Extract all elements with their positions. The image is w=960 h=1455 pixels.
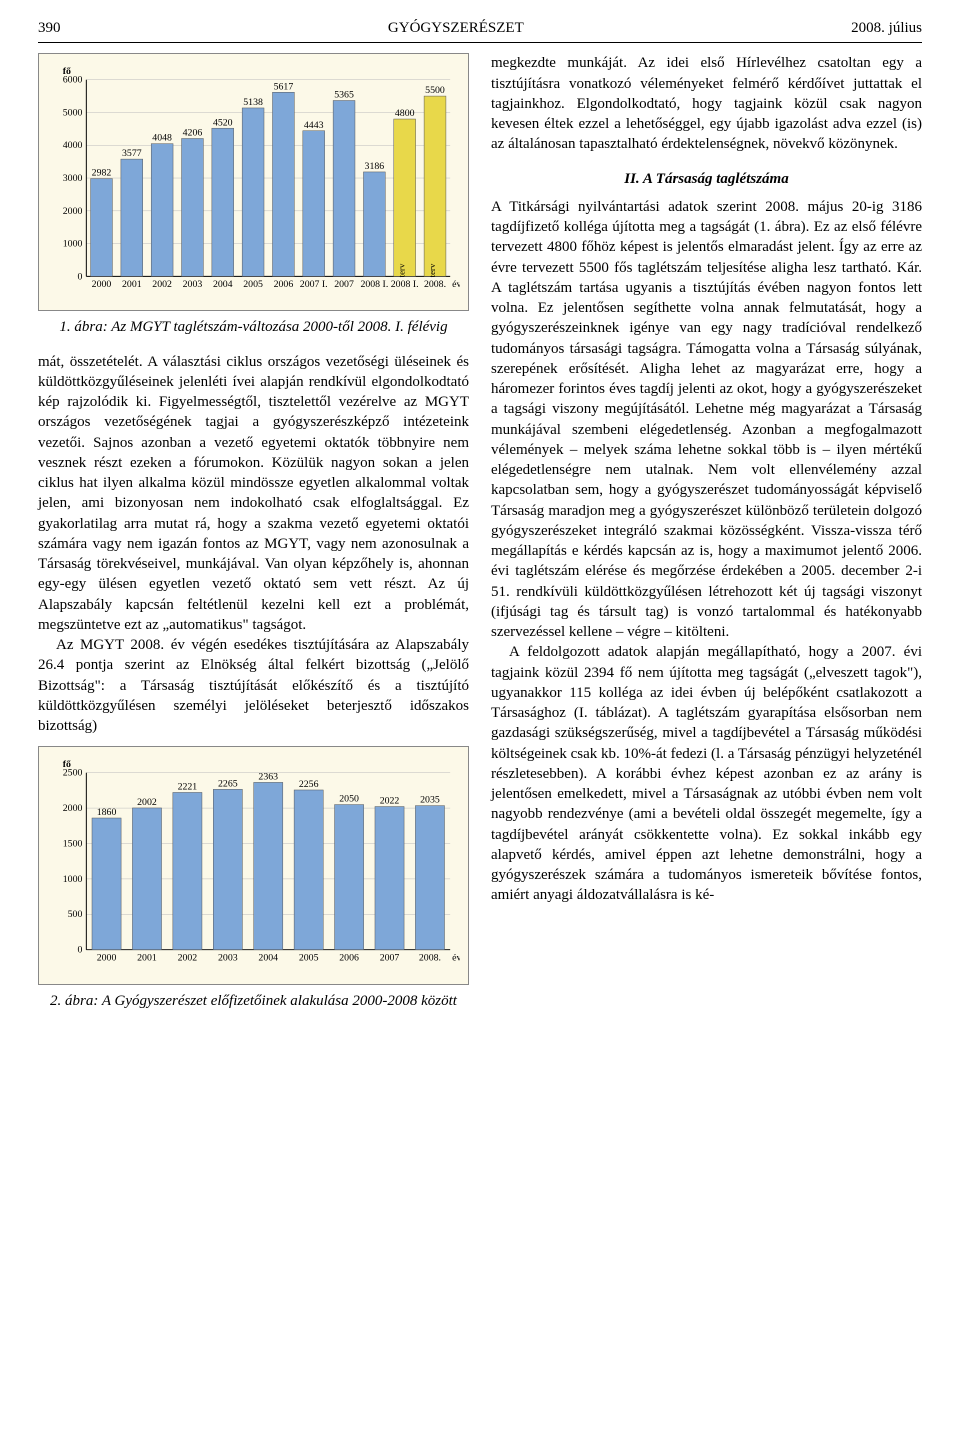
svg-text:5500: 5500 — [425, 85, 445, 96]
svg-text:2982: 2982 — [92, 168, 112, 179]
svg-text:2050: 2050 — [339, 794, 359, 805]
svg-text:2363: 2363 — [258, 772, 278, 783]
page-header: 390 GYÓGYSZERÉSZET 2008. július — [38, 18, 922, 43]
svg-text:6000: 6000 — [63, 75, 83, 86]
chart2-caption: 2. ábra: A Gyógyszerészet előfizetőinek … — [38, 991, 469, 1011]
svg-text:terv: terv — [397, 263, 407, 277]
svg-text:2001: 2001 — [122, 279, 142, 290]
right-paragraph-3: A feldolgozott adatok alapján megállapít… — [491, 642, 922, 905]
svg-text:3000: 3000 — [63, 173, 83, 184]
svg-text:2001: 2001 — [137, 953, 157, 964]
svg-text:2003: 2003 — [183, 279, 203, 290]
svg-text:2006: 2006 — [339, 953, 359, 964]
svg-text:2000: 2000 — [63, 803, 83, 814]
svg-text:2221: 2221 — [178, 782, 198, 793]
svg-text:5138: 5138 — [243, 97, 263, 108]
left-column: fő01000200030004000500060002982200035772… — [38, 53, 469, 1025]
section-title-2: II. A Társaság taglétszáma — [491, 169, 922, 189]
svg-text:1500: 1500 — [63, 839, 83, 850]
svg-text:2500: 2500 — [63, 768, 83, 779]
chart2-frame: fő05001000150020002500186020002002200122… — [38, 746, 469, 984]
svg-text:2035: 2035 — [420, 795, 440, 806]
svg-text:2022: 2022 — [380, 796, 400, 807]
svg-text:1000: 1000 — [63, 874, 83, 885]
svg-text:5000: 5000 — [63, 108, 83, 119]
chart1-frame: fő01000200030004000500060002982200035772… — [38, 53, 469, 311]
svg-text:2265: 2265 — [218, 779, 238, 790]
svg-text:2008.: 2008. — [424, 279, 446, 290]
chart1-caption: 1. ábra: Az MGYT taglétszám-változása 20… — [38, 317, 469, 337]
svg-text:1860: 1860 — [97, 807, 117, 818]
svg-text:2002: 2002 — [152, 279, 172, 290]
svg-text:4206: 4206 — [183, 128, 203, 139]
svg-text:2007 I.: 2007 I. — [300, 279, 328, 290]
svg-text:2006: 2006 — [274, 279, 294, 290]
svg-text:2002: 2002 — [178, 953, 198, 964]
svg-text:2008.: 2008. — [419, 953, 441, 964]
svg-text:0: 0 — [77, 945, 82, 956]
journal-title: GYÓGYSZERÉSZET — [61, 18, 852, 38]
svg-text:500: 500 — [68, 909, 83, 920]
left-paragraph-2: Az MGYT 2008. év végén esedékes tisztújí… — [38, 635, 469, 736]
svg-text:2008 I.: 2008 I. — [360, 279, 388, 290]
svg-text:2005: 2005 — [243, 279, 263, 290]
svg-text:2000: 2000 — [97, 953, 117, 964]
svg-text:2008 I.: 2008 I. — [391, 279, 419, 290]
svg-text:5617: 5617 — [274, 82, 294, 93]
svg-text:2256: 2256 — [299, 779, 319, 790]
svg-text:4000: 4000 — [63, 140, 83, 151]
right-column: megkezdte munkáját. Az idei első Hírlevé… — [491, 53, 922, 1025]
svg-text:2004: 2004 — [213, 279, 233, 290]
svg-text:2000: 2000 — [63, 206, 83, 217]
svg-text:5365: 5365 — [334, 90, 354, 101]
svg-text:4048: 4048 — [152, 133, 172, 144]
svg-text:1000: 1000 — [63, 239, 83, 250]
svg-text:4520: 4520 — [213, 118, 233, 129]
right-paragraph-1: megkezdte munkáját. Az idei első Hírlevé… — [491, 53, 922, 154]
svg-text:4800: 4800 — [395, 108, 415, 119]
svg-text:2004: 2004 — [258, 953, 278, 964]
page-date: 2008. július — [851, 18, 922, 38]
left-paragraph-1: mát, összetételét. A választási ciklus o… — [38, 352, 469, 636]
chart1: fő01000200030004000500060002982200035772… — [47, 62, 460, 298]
svg-text:2007: 2007 — [380, 953, 400, 964]
svg-text:terv: terv — [427, 263, 437, 277]
svg-text:3186: 3186 — [365, 161, 385, 172]
svg-text:2000: 2000 — [92, 279, 112, 290]
svg-text:2003: 2003 — [218, 953, 238, 964]
svg-text:év: év — [452, 953, 460, 964]
svg-text:2005: 2005 — [299, 953, 319, 964]
svg-text:év: év — [452, 279, 460, 290]
right-paragraph-2: A Titkársági nyilvántartási adatok szeri… — [491, 197, 922, 643]
svg-text:3577: 3577 — [122, 148, 142, 159]
chart2: fő05001000150020002500186020002002200122… — [47, 755, 460, 971]
svg-text:2007: 2007 — [334, 279, 354, 290]
svg-text:0: 0 — [77, 272, 82, 283]
page-number: 390 — [38, 18, 61, 38]
svg-text:2002: 2002 — [137, 797, 157, 808]
svg-text:4443: 4443 — [304, 120, 324, 131]
